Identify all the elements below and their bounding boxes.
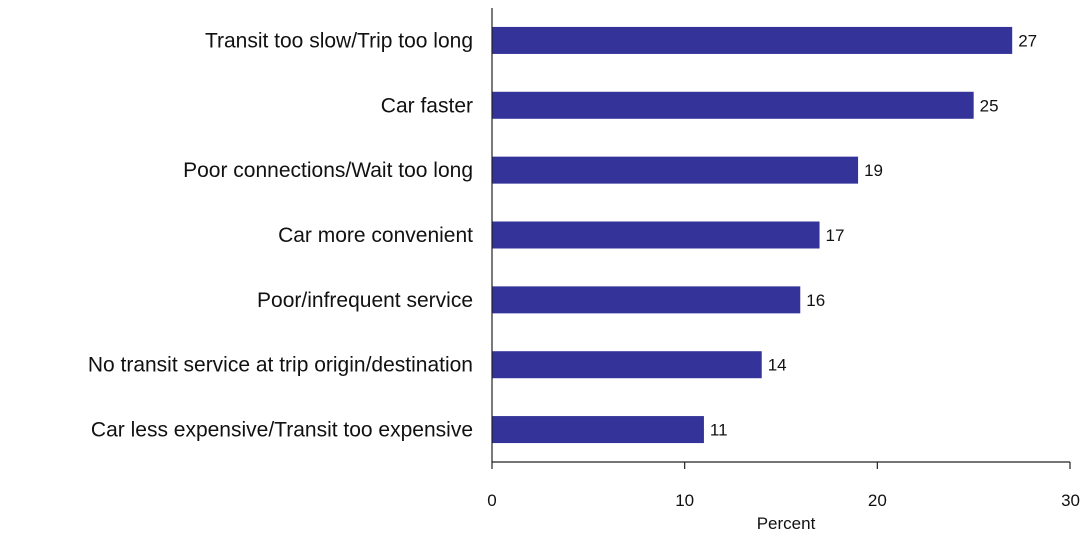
bars-group: [492, 26, 1013, 444]
value-label: 19: [864, 161, 883, 180]
bar: [492, 416, 704, 444]
x-tick-label: 30: [1061, 491, 1080, 510]
value-label: 27: [1018, 31, 1037, 50]
category-label: Transit too slow/Trip too long: [205, 29, 473, 52]
value-label: 25: [980, 96, 999, 115]
bar: [492, 286, 801, 314]
value-label: 17: [826, 226, 845, 245]
x-axis-title: Percent: [757, 514, 816, 533]
x-ticks: 0 10 20 30: [487, 462, 1080, 510]
value-label: 11: [710, 421, 728, 440]
value-label: 14: [768, 356, 787, 375]
category-label: Car more convenient: [278, 224, 473, 247]
value-labels: 27 25 19 17 16 14 11: [710, 31, 1037, 439]
x-tick-label: 20: [868, 491, 887, 510]
category-label: Car faster: [381, 94, 473, 117]
category-label: Poor/infrequent service: [257, 289, 473, 312]
bar: [492, 221, 820, 249]
category-label: No transit service at trip origin/destin…: [88, 354, 473, 377]
category-label: Car less expensive/Transit too expensive: [91, 419, 473, 442]
x-tick-label: 0: [487, 491, 496, 510]
category-label: Poor connections/Wait too long: [183, 159, 473, 182]
bar: [492, 156, 859, 184]
value-label: 16: [806, 291, 825, 310]
bar: [492, 26, 1013, 54]
bar: [492, 91, 974, 119]
category-labels: Transit too slow/Trip too long Car faster…: [88, 29, 473, 441]
x-tick-label: 10: [675, 491, 694, 510]
bar: [492, 351, 762, 379]
